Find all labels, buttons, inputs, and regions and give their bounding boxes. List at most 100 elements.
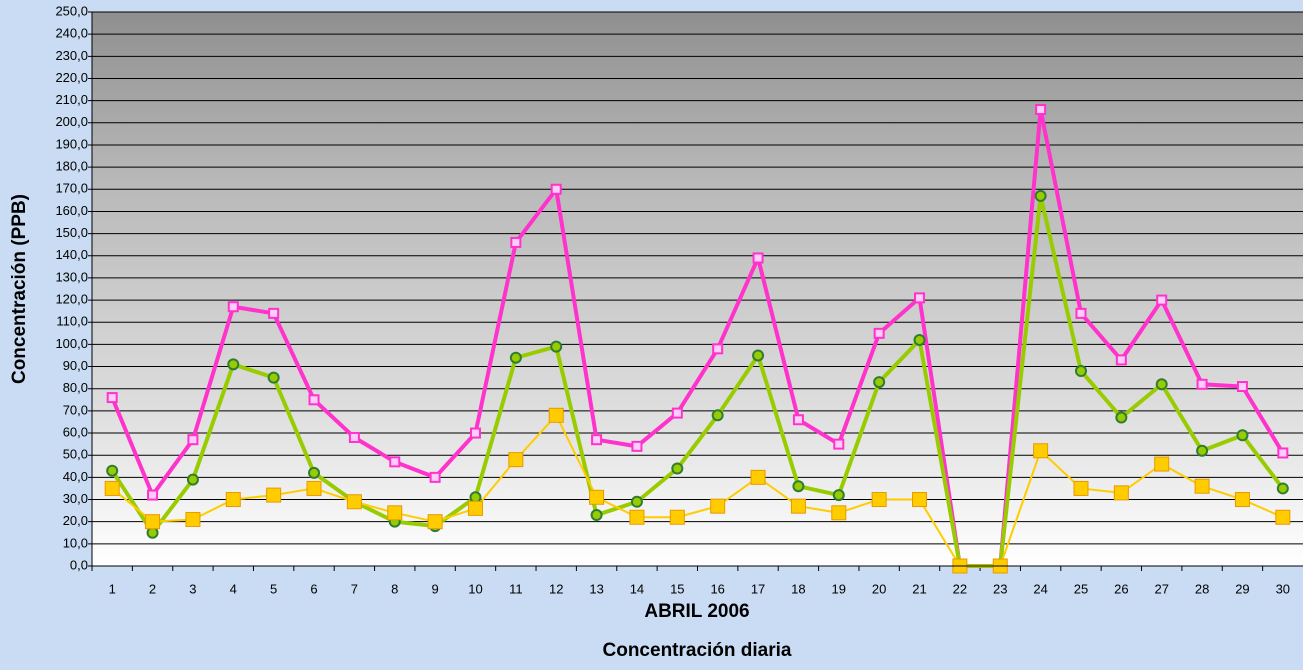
marker (592, 435, 601, 444)
x-tick-label: 3 (189, 581, 196, 596)
x-tick-label: 11 (509, 581, 523, 596)
marker (630, 510, 644, 524)
marker (793, 481, 803, 491)
marker (1157, 296, 1166, 305)
marker (632, 497, 642, 507)
marker (1076, 309, 1085, 318)
x-tick-label: 8 (391, 581, 398, 596)
y-tick-label: 120,0 (55, 292, 88, 307)
marker (186, 512, 200, 526)
x-tick-label: 7 (351, 581, 358, 596)
marker (148, 491, 157, 500)
marker (673, 409, 682, 418)
marker (309, 468, 319, 478)
y-tick-label: 250,0 (55, 3, 88, 18)
marker (915, 335, 925, 345)
marker (511, 238, 520, 247)
marker (834, 440, 843, 449)
x-tick-label: 24 (1033, 581, 1047, 596)
marker (105, 481, 119, 495)
x-tick-label: 10 (468, 581, 482, 596)
marker (751, 470, 765, 484)
marker (188, 435, 197, 444)
y-tick-label: 80,0 (63, 380, 88, 395)
marker (549, 408, 563, 422)
x-tick-label: 28 (1195, 581, 1209, 596)
subtitle: Concentración diaria (603, 640, 792, 661)
marker (1238, 382, 1247, 391)
chart: ABRIL 2006 Concentración diaria Concentr… (0, 0, 1303, 670)
marker (108, 393, 117, 402)
x-tick-label: 23 (993, 581, 1007, 596)
marker (350, 433, 359, 442)
y-tick-label: 180,0 (55, 159, 88, 174)
y-tick-label: 90,0 (63, 358, 88, 373)
marker (1157, 379, 1167, 389)
marker (470, 492, 480, 502)
y-tick-label: 140,0 (55, 247, 88, 262)
marker (552, 185, 561, 194)
marker (834, 490, 844, 500)
x-tick-label: 19 (832, 581, 846, 596)
marker (390, 457, 399, 466)
x-tick-label: 14 (630, 581, 644, 596)
y-tick-label: 100,0 (55, 336, 88, 351)
marker (511, 353, 521, 363)
marker (872, 493, 886, 507)
marker (307, 481, 321, 495)
y-tick-label: 110,0 (56, 314, 88, 329)
marker (188, 475, 198, 485)
marker (711, 499, 725, 513)
x-tick-label: 29 (1235, 581, 1249, 596)
x-tick-label: 13 (589, 581, 603, 596)
marker (1155, 457, 1169, 471)
marker (915, 293, 924, 302)
marker (1117, 355, 1126, 364)
x-tick-label: 4 (230, 581, 237, 596)
marker (267, 488, 281, 502)
y-tick-label: 70,0 (63, 402, 88, 417)
marker (551, 342, 561, 352)
x-tick-label: 12 (549, 581, 563, 596)
marker (1074, 481, 1088, 495)
marker (713, 410, 723, 420)
marker (148, 528, 158, 538)
marker (1278, 448, 1287, 457)
marker (468, 501, 482, 515)
x-tick-label: 20 (872, 581, 886, 596)
marker (509, 453, 523, 467)
x-tick-label: 17 (751, 581, 765, 596)
marker (753, 350, 763, 360)
y-tick-label: 10,0 (63, 535, 88, 550)
y-tick-label: 240,0 (55, 26, 88, 41)
y-tick-label: 160,0 (55, 203, 88, 218)
marker (1198, 380, 1207, 389)
marker (794, 415, 803, 424)
marker (269, 309, 278, 318)
y-tick-label: 20,0 (63, 513, 88, 528)
y-tick-label: 230,0 (55, 48, 88, 63)
marker (670, 510, 684, 524)
marker (913, 493, 927, 507)
marker (832, 506, 846, 520)
x-tick-label: 2 (149, 581, 156, 596)
marker (1195, 479, 1209, 493)
marker (1276, 510, 1290, 524)
x-tick-label: 1 (109, 581, 116, 596)
plot-area (92, 12, 1303, 566)
marker (874, 377, 884, 387)
x-tick-label: 6 (310, 581, 317, 596)
y-tick-label: 190,0 (55, 136, 88, 151)
y-tick-label: 150,0 (55, 225, 88, 240)
marker (471, 429, 480, 438)
y-axis-label: Concentración (PPB) (9, 194, 30, 384)
x-tick-label: 26 (1114, 581, 1128, 596)
marker (1114, 486, 1128, 500)
x-tick-label: 16 (710, 581, 724, 596)
marker (428, 515, 442, 529)
y-tick-label: 130,0 (55, 269, 88, 284)
page: ABRIL 2006 Concentración diaria Concentr… (0, 0, 1303, 670)
marker (310, 395, 319, 404)
x-tick-label: 30 (1276, 581, 1290, 596)
marker (1235, 493, 1249, 507)
